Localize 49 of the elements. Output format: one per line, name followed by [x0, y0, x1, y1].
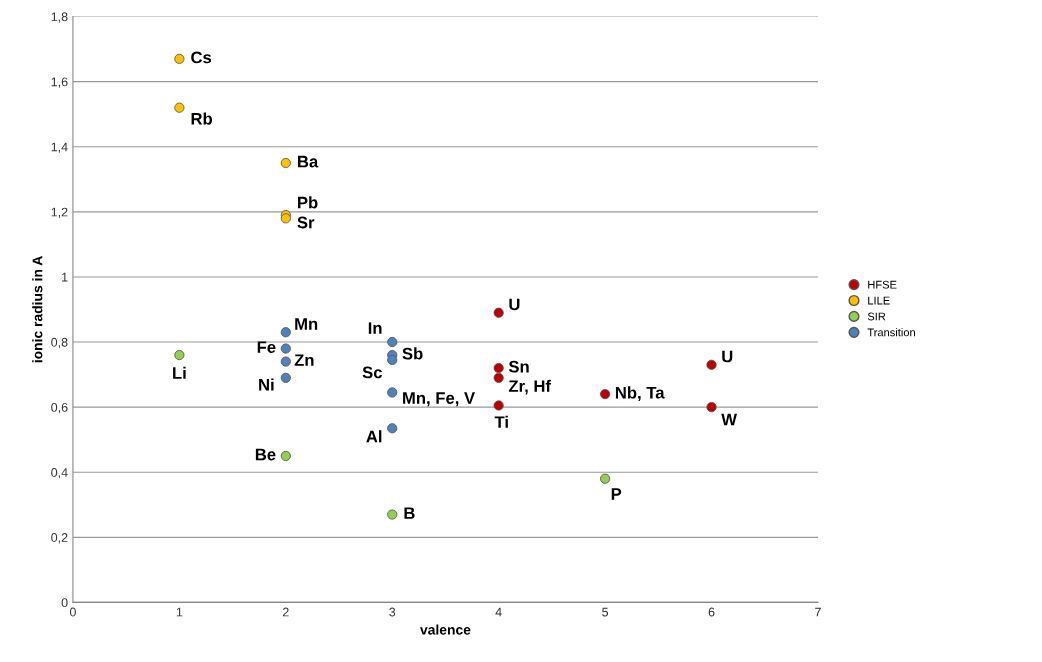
y-tick-label: 0,2: [51, 533, 68, 544]
y-axis-title: ionic radius in A: [32, 256, 43, 363]
annotation: Zr, Hf: [508, 379, 552, 395]
annotation: Sn: [508, 360, 529, 373]
legend-label: Transition: [867, 328, 915, 337]
y-tick-label: 0,4: [51, 468, 68, 479]
x-tick-label: 2: [282, 607, 289, 617]
annotation: In: [368, 322, 382, 334]
legend-label: LILE: [868, 296, 890, 305]
annotation: U: [722, 350, 733, 363]
y-tick-label: 0: [61, 598, 68, 608]
legend-label: SIR: [867, 312, 886, 321]
annotation: W: [721, 413, 737, 426]
annotation: Mn: [295, 318, 318, 330]
annotation: Li: [173, 366, 186, 379]
y-tick-label: 1,2: [51, 207, 68, 218]
annotation: P: [611, 488, 622, 500]
annotation: U: [509, 298, 520, 311]
annotation: Nb, Ta: [615, 386, 665, 401]
y-tick-label: 1,8: [51, 12, 68, 23]
x-tick-label: 5: [602, 607, 609, 617]
annotation: Sc: [362, 366, 383, 379]
x-tick-label: 7: [815, 607, 821, 617]
y-tick-label: 0,6: [51, 402, 68, 414]
x-tick-label: 4: [495, 607, 502, 617]
x-tick-label: 3: [389, 607, 396, 617]
legend-label: HFSE: [868, 280, 897, 289]
annotation: Ba: [298, 155, 319, 168]
y-tick-label: 1,6: [51, 77, 68, 88]
annotation: Fe: [257, 341, 276, 354]
x-tick-label: 1: [176, 607, 183, 617]
annotation: Ni: [259, 378, 274, 391]
x-axis-title: valence: [420, 624, 471, 635]
annotation: Zn: [294, 354, 314, 366]
y-tick-label: 0,8: [51, 337, 68, 349]
y-tick-label: 1: [62, 272, 68, 282]
annotation: Al: [366, 430, 382, 443]
annotation: Sb: [402, 347, 423, 360]
annotation: Cs: [191, 51, 212, 64]
annotation: Be: [255, 448, 276, 461]
annotation: Ti: [494, 415, 508, 428]
y-tick-label: 1,4: [51, 142, 68, 153]
annotation: Pb: [298, 196, 318, 209]
annotation: Rb: [191, 112, 213, 125]
x-tick-label: 6: [708, 607, 715, 617]
annotation: Sr: [297, 216, 315, 229]
x-tick-label: 0: [69, 607, 76, 617]
annotation: B: [404, 507, 415, 519]
annotation: Mn, Fe, V: [403, 392, 475, 407]
